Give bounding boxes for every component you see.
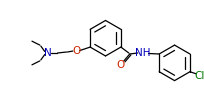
- Text: O: O: [116, 60, 124, 70]
- Text: N: N: [44, 48, 51, 58]
- Text: O: O: [72, 46, 80, 56]
- Text: NH: NH: [134, 48, 150, 58]
- Text: Cl: Cl: [194, 71, 204, 81]
